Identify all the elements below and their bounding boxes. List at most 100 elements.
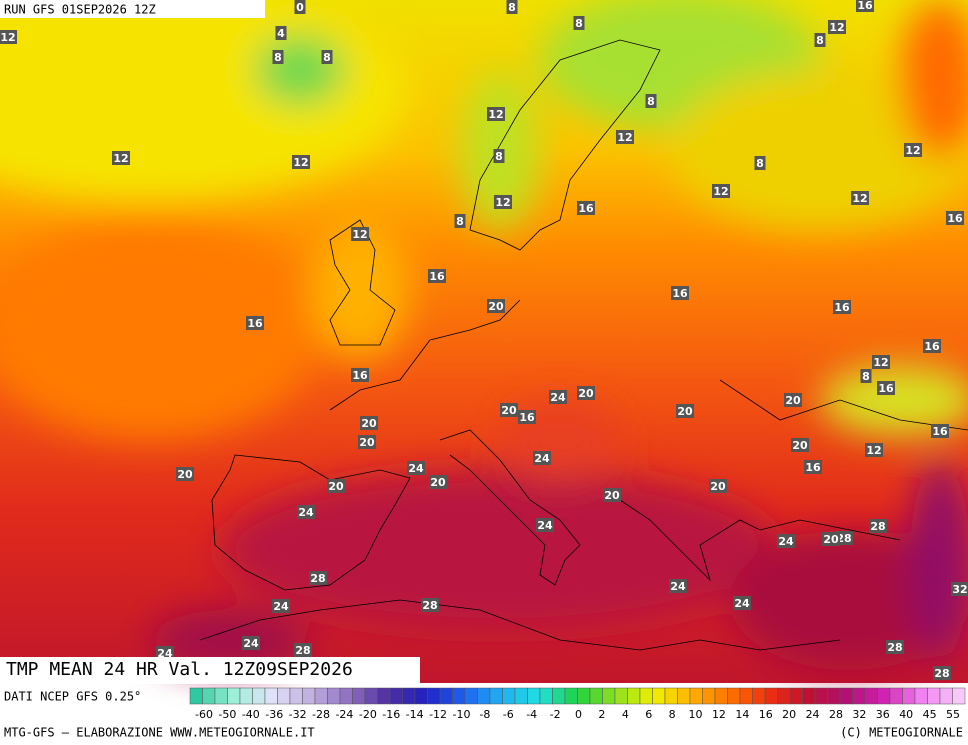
contour-label: 0: [296, 1, 304, 14]
contour-label: 16: [932, 425, 948, 438]
title-box: [0, 657, 420, 684]
contour-label: 16: [247, 317, 263, 330]
contour-label: 12: [852, 192, 867, 205]
label-box: [804, 460, 822, 474]
scale-swatch: [589, 687, 603, 705]
contour-label: 12: [905, 144, 920, 157]
scale-swatch: [377, 687, 391, 705]
scale-swatch: [227, 687, 241, 705]
label-box: [549, 390, 567, 404]
scale-swatch: [639, 687, 653, 705]
label-box: [904, 143, 922, 157]
scale-label: 2: [598, 708, 605, 721]
contour-label: 16: [947, 212, 963, 225]
scale-label: 55: [946, 708, 960, 721]
scale-swatch: [652, 687, 666, 705]
contour-label: 12: [352, 228, 367, 241]
contour-label: 20: [792, 439, 808, 452]
scale-label: -28: [312, 708, 330, 721]
scale-swatch: [839, 687, 853, 705]
label-box: [246, 316, 264, 330]
contour-label: 12: [495, 196, 510, 209]
label-box: [321, 50, 333, 64]
scale-swatch: [864, 687, 878, 705]
label-box: [616, 130, 634, 144]
scale-label: -14: [406, 708, 424, 721]
label-box: [784, 393, 802, 407]
label-box: [275, 26, 287, 40]
scale-label: 4: [622, 708, 629, 721]
label-box: [242, 636, 260, 650]
label-box: [577, 386, 595, 400]
scale-swatch: [389, 687, 403, 705]
label-box: [645, 94, 657, 108]
label-box: [327, 479, 345, 493]
contour-label: 28: [887, 641, 902, 654]
contour-label: 20: [710, 480, 726, 493]
contour-label: 20: [823, 533, 839, 546]
scale-swatch: [502, 687, 516, 705]
scale-label: -50: [218, 708, 236, 721]
scale-swatch: [427, 687, 441, 705]
label-box: [112, 151, 130, 165]
contour-label: 20: [430, 476, 446, 489]
scale-swatch: [877, 687, 891, 705]
contour-label: 8: [647, 95, 655, 108]
contour-label: 28: [934, 667, 949, 680]
scale-label: 32: [852, 708, 866, 721]
contour-label: 24: [408, 462, 424, 475]
contour-label: 12: [713, 185, 728, 198]
scale-swatch: [677, 687, 691, 705]
label-box: [518, 410, 536, 424]
scale-label: -6: [503, 708, 514, 721]
contour-label: 12: [873, 356, 888, 369]
label-box: [494, 195, 512, 209]
contour-label: 12: [829, 21, 844, 34]
scale-label: 10: [689, 708, 703, 721]
label-box: [676, 404, 694, 418]
scale-swatch: [602, 687, 616, 705]
header-box: [0, 0, 265, 18]
contour-label: 8: [862, 370, 870, 383]
label-box: [869, 519, 887, 533]
scale-swatch: [777, 687, 791, 705]
scale-label: -40: [242, 708, 260, 721]
label-box: [176, 467, 194, 481]
scale-swatch: [802, 687, 816, 705]
scale-swatch: [189, 687, 203, 705]
contour-label: 8: [323, 51, 331, 64]
contour-label: 24: [550, 391, 566, 404]
label-box: [407, 461, 425, 475]
contour-label: 24: [670, 580, 686, 593]
scale-label: -20: [359, 708, 377, 721]
coastlines: [199, 39, 968, 651]
label-box: [358, 435, 376, 449]
credit: MTG-GFS — ELABORAZIONE WWW.METEOGIORNALE…: [4, 726, 315, 740]
label-box: [360, 416, 378, 430]
scale-swatch: [289, 687, 303, 705]
contour-label: 24: [778, 535, 794, 548]
scale-label: -36: [265, 708, 283, 721]
label-box: [933, 666, 951, 680]
label-box: [493, 149, 505, 163]
label-box: [923, 339, 941, 353]
scale-swatch: [314, 687, 328, 705]
label-box: [872, 355, 890, 369]
label-box: [669, 579, 687, 593]
scale-label: 0: [575, 708, 582, 721]
label-box: [536, 518, 554, 532]
contour-label: 8: [456, 215, 464, 228]
contour-label: 20: [501, 404, 517, 417]
scale-label: -12: [429, 708, 447, 721]
color-scale: -60 -50 -40 -36 -32 -28 -24 -20 -16 -14 -12 -10 -8 -6…: [189, 687, 966, 721]
scale-swatch: [914, 687, 928, 705]
scale-swatch: [539, 687, 553, 705]
scale-swatch: [414, 687, 428, 705]
contour-label: 28: [870, 520, 885, 533]
scale-swatch: [664, 687, 678, 705]
label-box: [822, 532, 840, 546]
contour-label: 20: [604, 489, 620, 502]
label-box: [487, 107, 505, 121]
scale-swatch: [302, 687, 316, 705]
scale-label: 8: [669, 708, 676, 721]
